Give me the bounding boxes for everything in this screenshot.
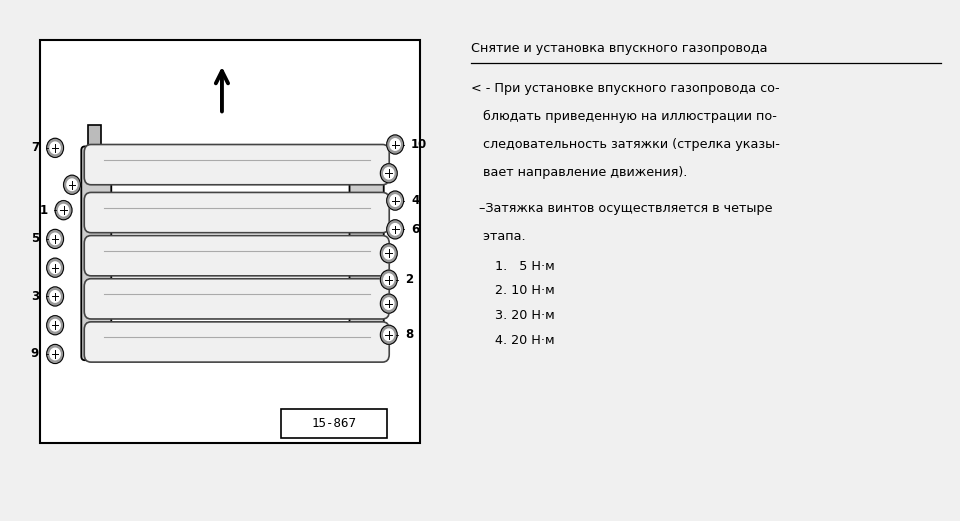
Circle shape — [380, 270, 397, 289]
Circle shape — [387, 135, 403, 154]
Circle shape — [380, 294, 397, 313]
Circle shape — [50, 233, 60, 245]
Bar — [281, 409, 387, 438]
Text: 5: 5 — [31, 232, 39, 245]
Circle shape — [47, 287, 63, 306]
Circle shape — [50, 262, 60, 274]
Text: 7: 7 — [31, 141, 39, 154]
Text: следовательность затяжки (стрелка указы-: следовательность затяжки (стрелка указы- — [470, 138, 780, 151]
Text: Снятие и установка впускного газопровода: Снятие и установка впускного газопровода — [470, 42, 767, 55]
Text: < - При установке впускного газопровода со-: < - При установке впускного газопровода … — [470, 82, 780, 95]
Circle shape — [63, 175, 81, 194]
Circle shape — [50, 142, 60, 154]
Circle shape — [390, 224, 400, 235]
Text: 1: 1 — [39, 204, 47, 217]
Text: 15-867: 15-867 — [311, 417, 356, 430]
Bar — [40, 40, 420, 443]
Circle shape — [384, 298, 394, 309]
Circle shape — [47, 258, 63, 277]
FancyBboxPatch shape — [84, 322, 389, 362]
Circle shape — [380, 325, 397, 344]
Text: этапа.: этапа. — [470, 230, 525, 243]
Circle shape — [50, 348, 60, 359]
Circle shape — [387, 191, 403, 210]
Text: вает направление движения).: вает направление движения). — [470, 166, 687, 179]
Text: 8: 8 — [405, 328, 413, 341]
Text: 4: 4 — [411, 194, 420, 207]
Text: 3. 20 Н·м: 3. 20 Н·м — [495, 309, 555, 322]
Circle shape — [390, 139, 400, 150]
Circle shape — [384, 168, 394, 179]
Circle shape — [384, 329, 394, 341]
FancyBboxPatch shape — [84, 192, 389, 233]
Text: 1.   5 Н·м: 1. 5 Н·м — [495, 259, 555, 272]
FancyBboxPatch shape — [84, 279, 389, 319]
Circle shape — [390, 195, 400, 206]
Text: 2. 10 Н·м: 2. 10 Н·м — [495, 284, 555, 297]
Circle shape — [55, 201, 72, 220]
FancyBboxPatch shape — [349, 146, 384, 360]
Bar — [87, 126, 101, 150]
Circle shape — [384, 247, 394, 259]
Text: 10: 10 — [411, 138, 427, 151]
Circle shape — [59, 204, 68, 216]
FancyBboxPatch shape — [84, 235, 389, 276]
Text: 9: 9 — [31, 348, 39, 361]
Text: 4. 20 Н·м: 4. 20 Н·м — [495, 334, 555, 348]
FancyBboxPatch shape — [84, 144, 389, 185]
FancyBboxPatch shape — [82, 146, 111, 360]
Circle shape — [384, 274, 394, 286]
Circle shape — [380, 164, 397, 183]
Text: 6: 6 — [411, 223, 420, 236]
Circle shape — [50, 291, 60, 302]
Circle shape — [380, 244, 397, 263]
Circle shape — [50, 319, 60, 331]
Circle shape — [387, 220, 403, 239]
Circle shape — [47, 316, 63, 335]
Circle shape — [67, 179, 77, 191]
Text: –Затяжка винтов осуществляется в четыре: –Затяжка винтов осуществляется в четыре — [470, 202, 772, 215]
Circle shape — [47, 138, 63, 157]
Text: 3: 3 — [31, 290, 39, 303]
Circle shape — [47, 229, 63, 249]
Text: блюдать приведенную на иллюстрации по-: блюдать приведенную на иллюстрации по- — [470, 110, 777, 123]
Text: 2: 2 — [405, 273, 413, 286]
Circle shape — [47, 344, 63, 364]
